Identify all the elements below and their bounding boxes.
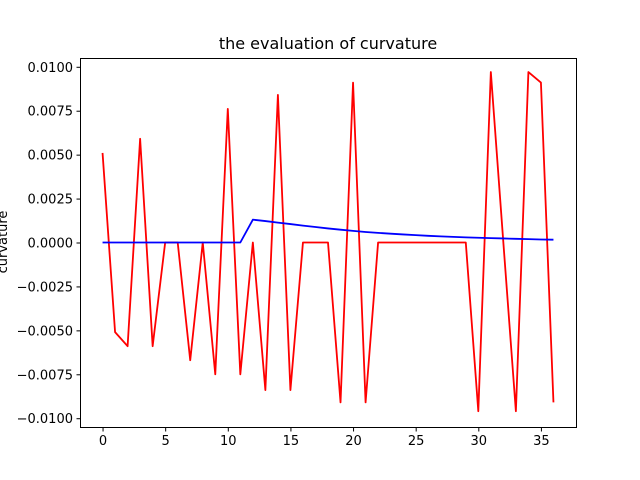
plot-area xyxy=(101,71,555,413)
plot-frame xyxy=(80,58,577,428)
y-tick-label: 0.0000 xyxy=(28,237,74,252)
x-tick-label: 20 xyxy=(345,434,362,449)
y-tick-label: 0.0100 xyxy=(28,61,74,76)
x-tick-label: 10 xyxy=(220,434,237,449)
x-tick-label: 0 xyxy=(99,434,107,449)
y-tick-label: −0.0075 xyxy=(17,368,73,383)
y-axis-label: curvature xyxy=(0,211,11,274)
x-tick-label: 35 xyxy=(533,434,550,449)
x-tick-label: 5 xyxy=(162,434,170,449)
y-tick-label: 0.0025 xyxy=(28,193,74,208)
y-tick-label: 0.0075 xyxy=(28,105,74,120)
chart-title: the evaluation of curvature xyxy=(219,34,437,53)
y-tick-label: 0.0050 xyxy=(28,149,74,164)
x-tick-label: 25 xyxy=(408,434,425,449)
y-tick-label: −0.0025 xyxy=(17,280,73,295)
x-tick-label: 30 xyxy=(471,434,488,449)
y-tick-label: −0.0050 xyxy=(17,324,73,339)
series-line-2 xyxy=(102,218,554,244)
axis-ticks: 0 5 10 15 20 25 30 35 −0.0100 −0.0075 −0.0050 −0.00… xyxy=(17,61,550,449)
x-tick-label: 15 xyxy=(283,434,300,449)
y-tick-label: −0.0100 xyxy=(17,412,73,427)
